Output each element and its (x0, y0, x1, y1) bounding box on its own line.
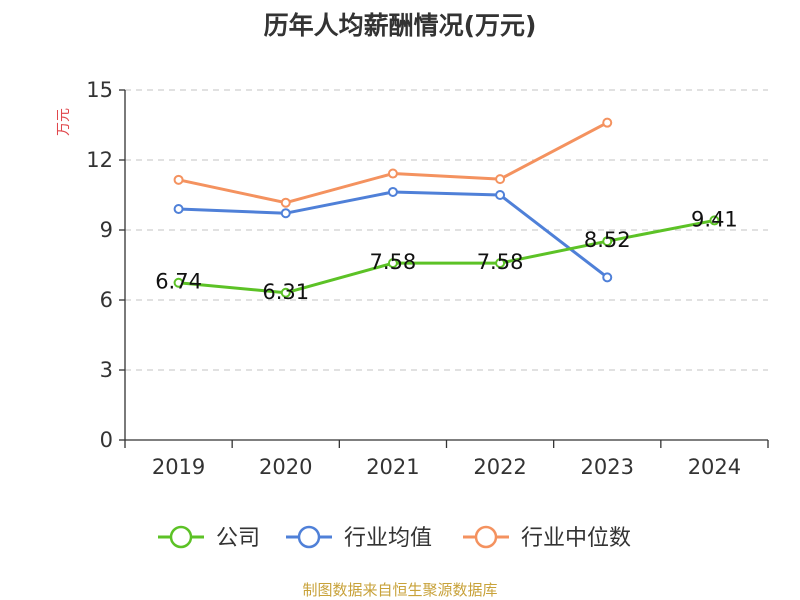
data-point (173, 204, 184, 214)
y-axis-title: 万元 (56, 108, 72, 136)
data-point (280, 197, 291, 208)
legend-swatch-marker (169, 525, 193, 549)
series-lines (173, 117, 720, 298)
data-label: 7.58 (370, 250, 417, 274)
grid-lines (125, 89, 768, 371)
legend-label: 行业中位数 (521, 526, 631, 551)
data-point (495, 190, 506, 200)
data-point (495, 258, 506, 269)
y-tick-label: 0 (100, 428, 113, 452)
data-point (602, 236, 613, 247)
x-tick-label: 2024 (688, 455, 741, 479)
data-label: 8.52 (584, 228, 631, 252)
data-point (602, 272, 613, 283)
data-point (280, 287, 291, 298)
data-point (495, 174, 506, 185)
data-point (709, 215, 720, 226)
axes: 0 3 6 9 12 15 2019 2020 2021 2022 2023 2024 (86, 78, 769, 479)
data-point (602, 117, 613, 128)
data-point (387, 186, 398, 197)
y-tick-label: 9 (100, 218, 113, 242)
data-point (280, 208, 291, 219)
x-tick-label: 2021 (366, 455, 419, 479)
y-tick-label: 6 (100, 288, 113, 312)
data-label: 6.74 (155, 270, 202, 294)
legend-label: 行业均值 (344, 526, 432, 551)
data-point (173, 277, 184, 288)
y-tick-label: 3 (100, 358, 113, 382)
data-label: 7.58 (477, 250, 524, 274)
chart-title: 历年人均薪酬情况(万元) (263, 11, 537, 40)
x-tick-label: 2022 (473, 455, 526, 479)
data-point (387, 168, 398, 179)
legend: 公司 行业均值 行业中位数 (158, 525, 631, 551)
x-tick-label: 2020 (259, 455, 312, 479)
y-tick-label: 15 (86, 78, 113, 102)
legend-swatch-marker (297, 525, 321, 549)
legend-swatch-marker (474, 525, 498, 549)
data-source-note: 制图数据来自恒生聚源数据库 (302, 581, 498, 599)
data-point (387, 258, 398, 269)
series-line (178, 218, 715, 295)
data-point (173, 174, 184, 185)
legend-label: 公司 (216, 526, 260, 551)
data-label: 6.31 (262, 280, 309, 304)
x-tick-label: 2019 (152, 455, 205, 479)
data-labels: 6.74 6.31 7.58 7.58 8.52 9.41 (155, 207, 738, 303)
y-tick-label: 12 (86, 148, 113, 172)
x-tick-label: 2023 (581, 455, 634, 479)
data-label: 9.41 (691, 207, 738, 231)
